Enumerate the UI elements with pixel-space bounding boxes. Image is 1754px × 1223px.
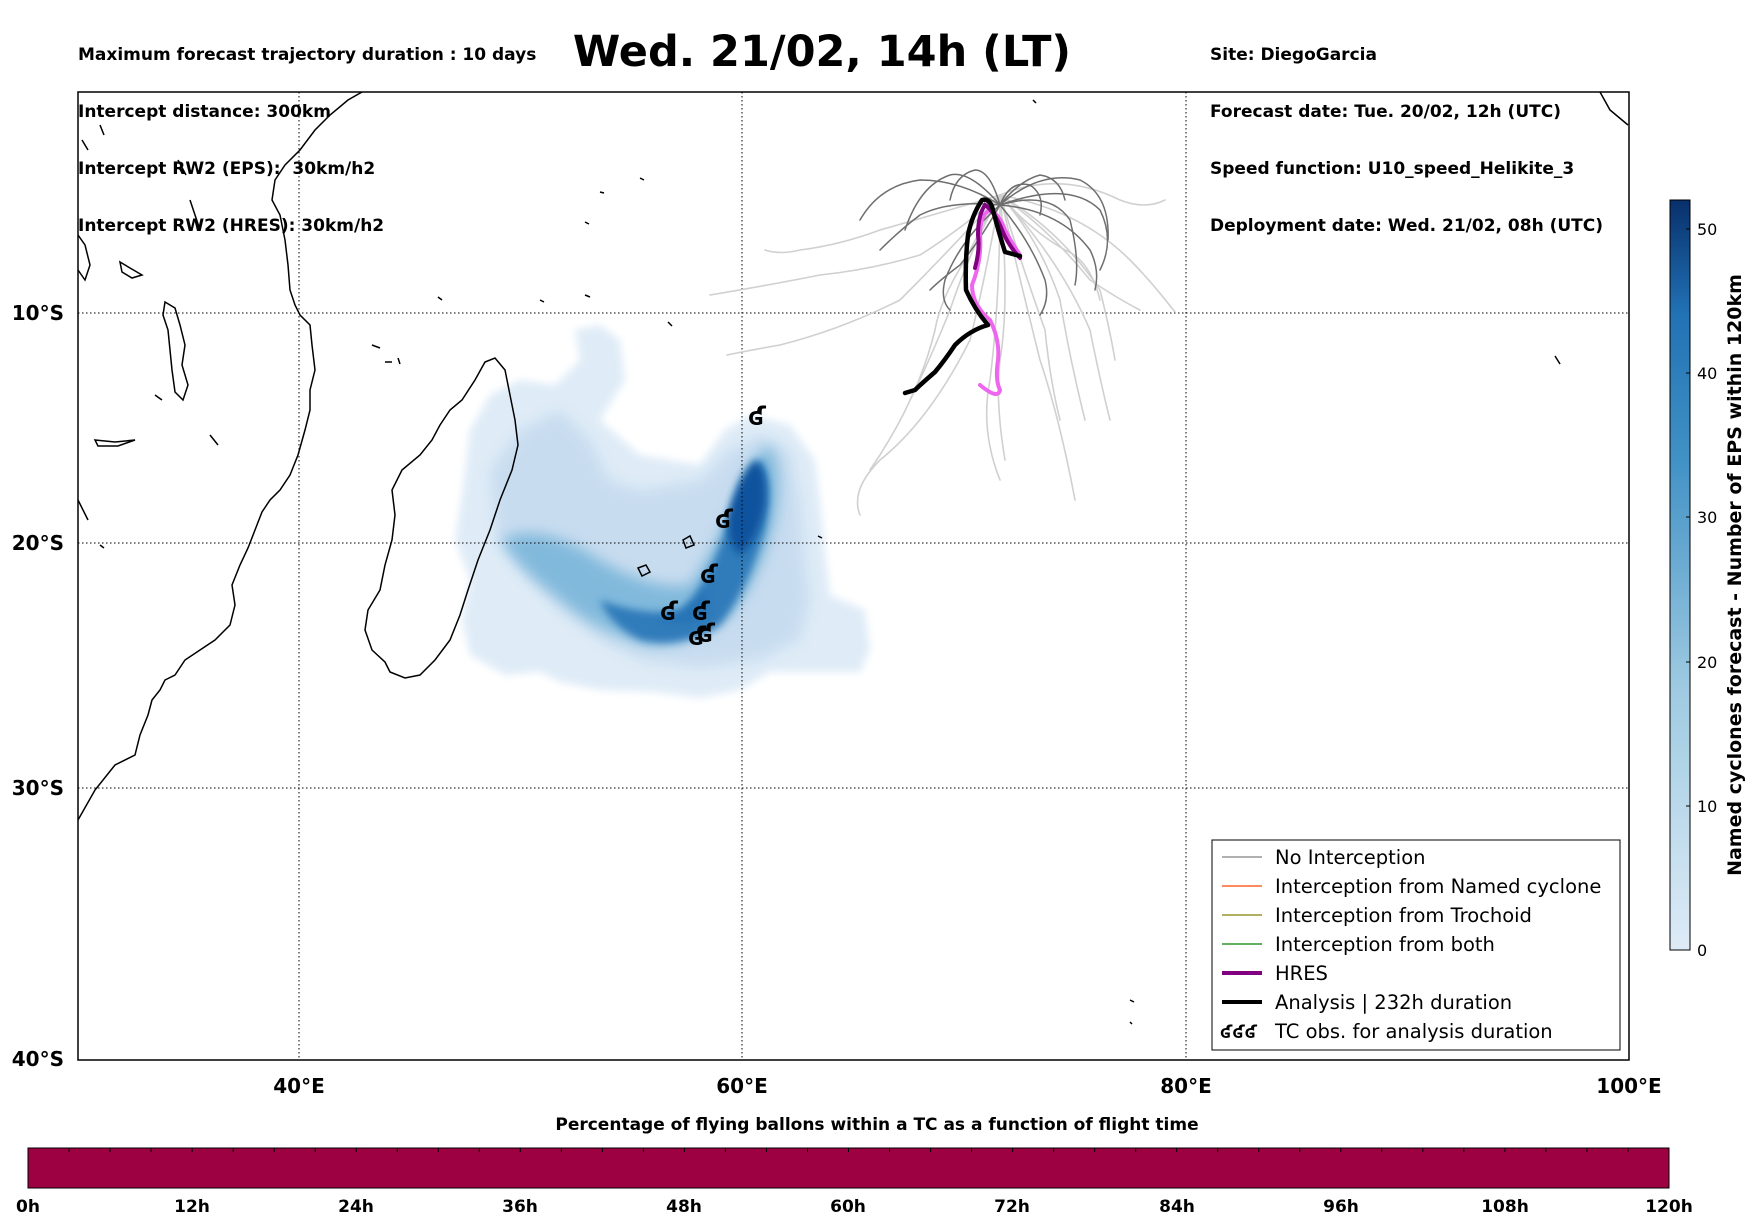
flight-time-minor-ticks — [68, 1148, 1629, 1152]
header-right: Site: DiegoGarcia Forecast date: Tue. 20… — [1210, 8, 1603, 255]
lat-tick-label: 20°S — [12, 531, 64, 555]
legend-label: Interception from Trochoid — [1275, 904, 1532, 927]
map-gridlines — [78, 92, 1629, 1060]
legend-label: No Interception — [1275, 846, 1426, 869]
hres-trajectory-early — [973, 202, 1022, 270]
colorbar-tick: 20 — [1697, 653, 1717, 672]
tc-obs-symbol: ʛ — [697, 619, 716, 649]
header-left-line: Intercept RW2 (HRES): 30km/h2 — [78, 216, 385, 236]
tc-obs-symbol: ʛ — [700, 560, 719, 590]
lon-ticks: 40°E 60°E 80°E 100°E — [273, 1074, 1661, 1098]
legend: No Interception Interception from Named … — [1211, 839, 1621, 1051]
tc-obs-symbol: ʛ — [688, 622, 707, 652]
flight-time-tick: 96h — [1323, 1197, 1359, 1217]
header-right-line: Site: DiegoGarcia — [1210, 45, 1377, 65]
coastlines — [78, 92, 1629, 1025]
lon-tick-label: 40°E — [273, 1074, 325, 1098]
flight-time-tick: 48h — [666, 1197, 702, 1217]
tc-obs-symbols: ʛ ʛ ʛ ʛ ʛ ʛ ʛ — [660, 402, 767, 652]
header-right-line: Deployment date: Wed. 21/02, 08h (UTC) — [1210, 216, 1604, 236]
colorbar-tick: 30 — [1697, 508, 1717, 527]
comoros — [371, 344, 401, 365]
flight-time-tick: 108h — [1481, 1197, 1529, 1217]
tc-obs-symbol: ʛ — [692, 597, 711, 627]
seychelles — [437, 294, 591, 303]
flight-time-tick: 0h — [16, 1197, 40, 1217]
hres-trajectory — [969, 207, 1022, 396]
lake-small — [93, 439, 136, 447]
header-right-line: Speed function: U10_speed_Helikite_3 — [1210, 159, 1575, 179]
small-isl-2 — [817, 355, 1561, 1025]
small-isl-1 — [584, 177, 673, 327]
flight-time-tick: 120h — [1645, 1197, 1693, 1217]
lake-tanganyika — [78, 234, 91, 282]
map-area: ʛ ʛ ʛ ʛ ʛ ʛ ʛ No Interception Intercepti… — [78, 92, 1629, 1060]
mauritius — [682, 534, 696, 549]
flight-time-tick: 24h — [338, 1197, 374, 1217]
legend-label: Analysis | 232h duration — [1275, 991, 1512, 1014]
legend-label: HRES — [1275, 962, 1328, 985]
cyclone-density-field — [455, 325, 870, 698]
lat-ticks: 10°S 20°S 30°S 40°S — [12, 301, 64, 1071]
legend-label: TC obs. for analysis duration — [1274, 1020, 1553, 1043]
lat-tick-label: 40°S — [12, 1047, 64, 1071]
legend-swatch-tc-obs: ʛʛʛ — [1220, 1022, 1258, 1043]
flight-time-tick: 12h — [174, 1197, 210, 1217]
map-frame — [77, 91, 1630, 1061]
madagascar-coast — [364, 357, 519, 679]
legend-label: Interception from Named cyclone — [1275, 875, 1601, 898]
analysis-trajectory — [902, 197, 1023, 396]
flight-time-bar-fill — [27, 1147, 1670, 1189]
header-left-line: Maximum forecast trajectory duration : 1… — [78, 45, 537, 65]
tc-obs-symbol: ʛ — [748, 402, 767, 432]
chagos — [1032, 92, 1629, 126]
colorbar-tick: 50 — [1697, 220, 1717, 239]
flight-time-tick: 60h — [830, 1197, 866, 1217]
lake-malawi — [118, 260, 144, 279]
africa-coast — [78, 92, 363, 821]
flight-time-ticks: 0h 12h 24h 36h 48h 60h 72h 84h 96h 108h … — [16, 1197, 1693, 1217]
eps-trajectories — [709, 169, 1176, 516]
lon-tick-label: 100°E — [1596, 1074, 1661, 1098]
main-title: Wed. 21/02, 14h (LT) — [572, 27, 1072, 77]
header-right-line: Forecast date: Tue. 20/02, 12h (UTC) — [1210, 102, 1561, 122]
density-colorbar: 0 10 20 30 40 50 Named cyclones forecast… — [1669, 199, 1746, 960]
tc-obs-symbol: ʛ — [715, 505, 734, 535]
colorbar-tick: 10 — [1697, 797, 1717, 816]
legend-label: Interception from both — [1275, 933, 1495, 956]
colorbar-title: Named cyclones forecast - Number of EPS … — [1724, 274, 1746, 876]
colorbar-tick: 40 — [1697, 364, 1717, 383]
lon-tick-label: 80°E — [1160, 1074, 1212, 1098]
lake-victoria — [162, 300, 189, 402]
lat-tick-label: 30°S — [12, 776, 64, 800]
colorbar-tick: 0 — [1697, 941, 1707, 960]
flight-time-tick: 36h — [502, 1197, 538, 1217]
flight-time-bar: 0h 12h 24h 36h 48h 60h 72h 84h 96h 108h … — [16, 1147, 1693, 1217]
flight-time-tick: 84h — [1159, 1197, 1195, 1217]
flight-time-tick: 72h — [994, 1197, 1030, 1217]
small-isl-3 — [78, 124, 219, 549]
colorbar-fill — [1669, 199, 1691, 951]
lat-tick-label: 10°S — [12, 301, 64, 325]
flight-time-bar-title: Percentage of flying ballons within a TC… — [555, 1115, 1199, 1135]
tc-obs-symbol: ʛ — [660, 597, 679, 627]
lon-tick-label: 60°E — [716, 1074, 768, 1098]
header-left-line: Intercept RW2 (EPS): 30km/h2 — [78, 159, 376, 179]
reunion — [636, 564, 652, 578]
